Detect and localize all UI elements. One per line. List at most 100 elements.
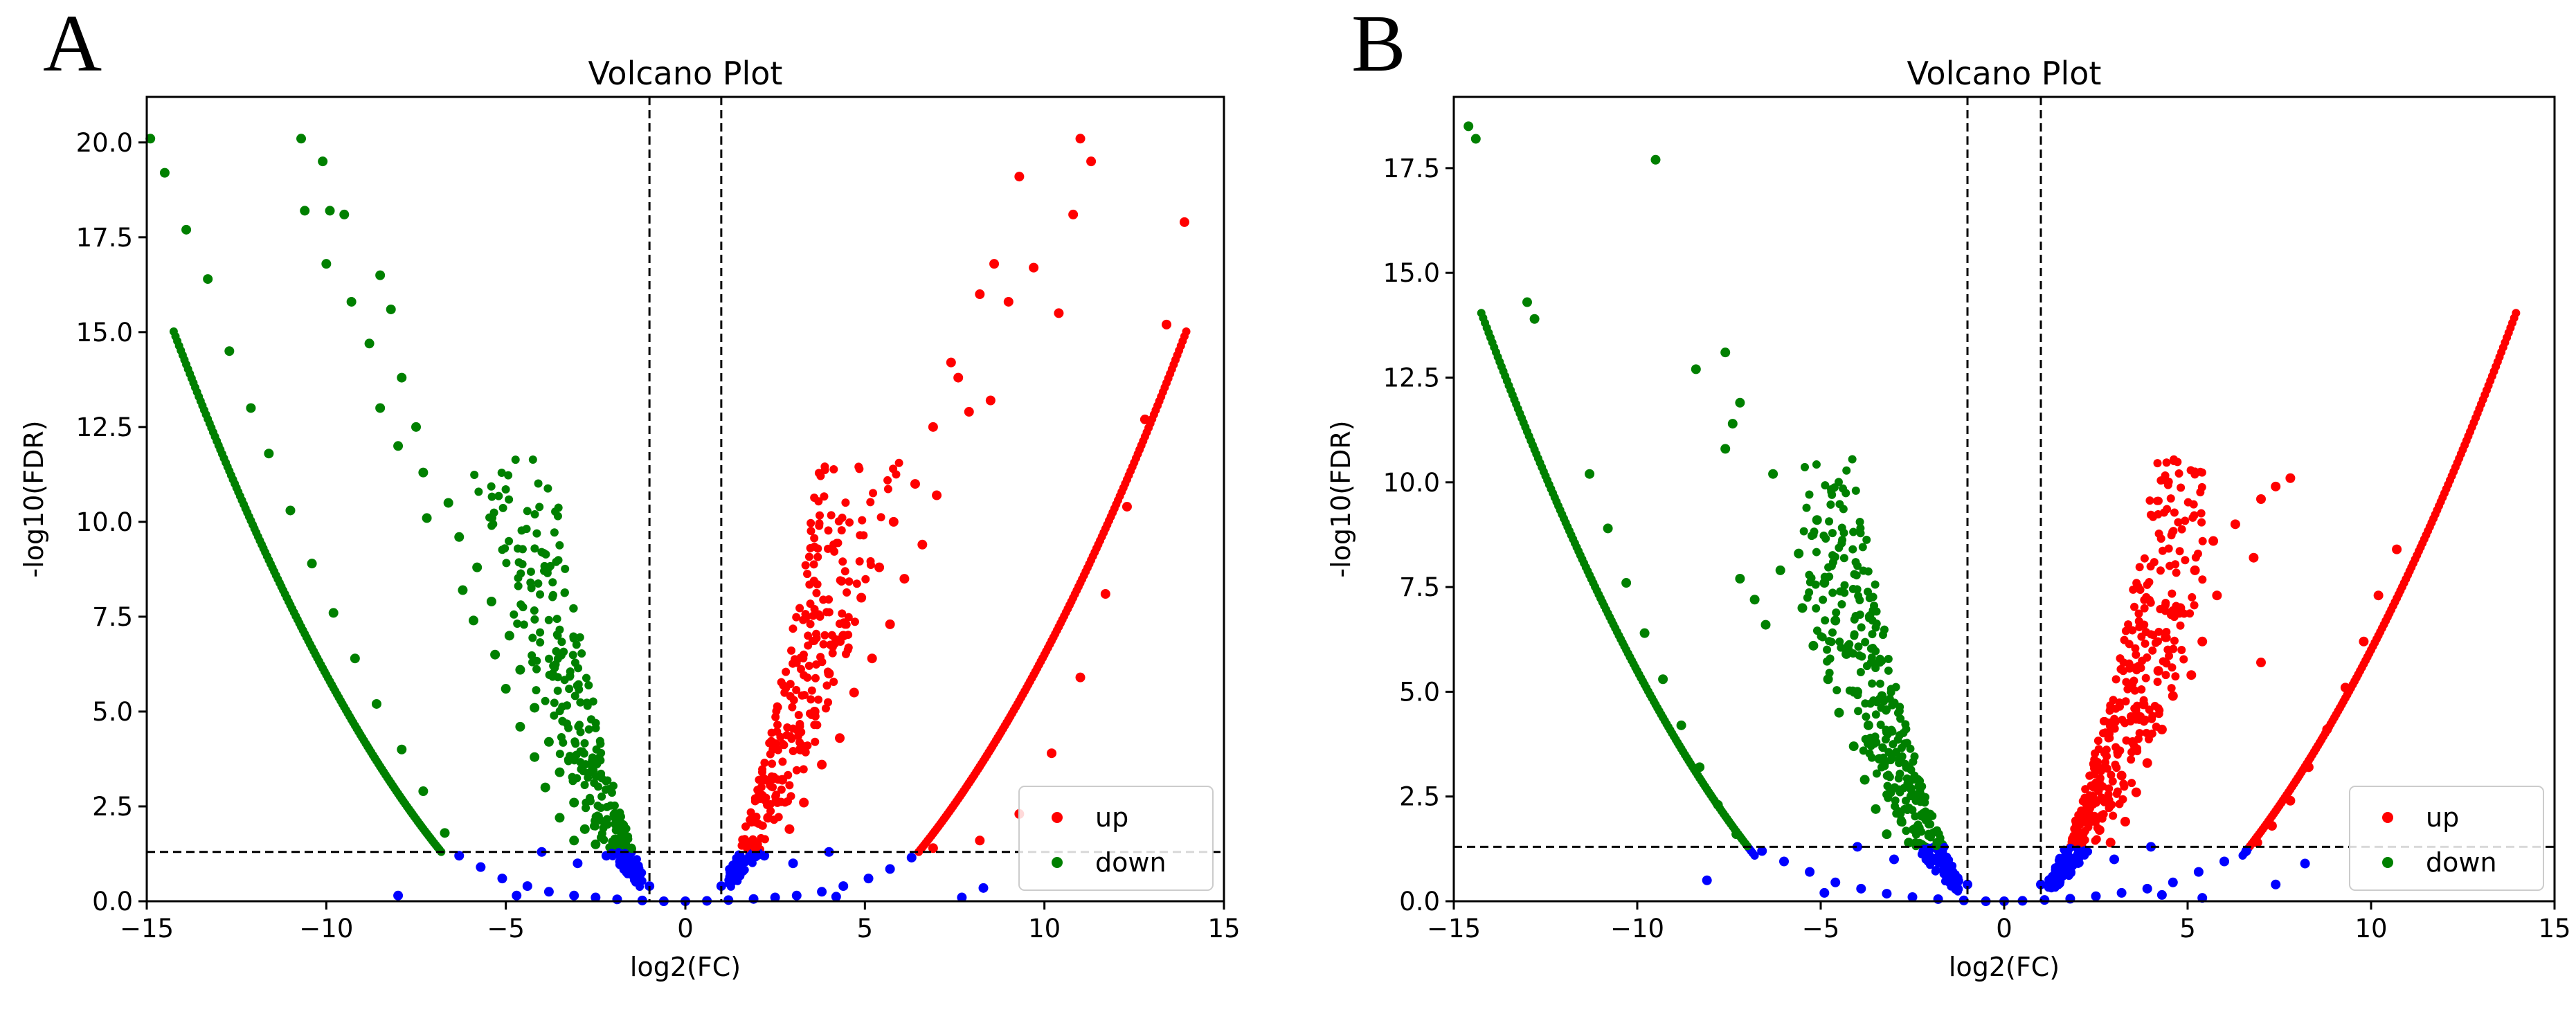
scatter-point: [786, 792, 795, 801]
scatter-point: [591, 812, 600, 821]
scatter-point: [2171, 672, 2180, 681]
scatter-point: [1812, 548, 1821, 557]
inner-cluster-points: [470, 455, 903, 892]
scatter-point: [1884, 748, 1893, 757]
scatter-point-not-significant: [831, 892, 841, 902]
scatter-point: [858, 516, 867, 525]
scatter-point: [526, 567, 535, 576]
scatter-point: [1828, 529, 1837, 538]
scatter-point: [577, 765, 586, 774]
scatter-point: [2085, 771, 2094, 780]
scatter-point: [534, 479, 543, 488]
scatter-point: [2098, 814, 2107, 823]
scatter-point-down: [555, 813, 565, 823]
scatter-point: [2123, 685, 2132, 694]
scatter-point: [1812, 460, 1821, 469]
scatter-point-up: [1075, 134, 1086, 144]
scatter-point: [838, 577, 847, 586]
x-axis-label: log2(FC): [1949, 952, 2060, 982]
scatter-point: [2154, 530, 2163, 539]
scatter-point: [829, 677, 838, 686]
scatter-point: [470, 471, 479, 480]
scatter-point-down: [1882, 829, 1892, 840]
scatter-point-up: [2256, 494, 2266, 504]
scatter-point: [755, 795, 764, 804]
scatter-point: [1827, 485, 1836, 494]
scatter-point: [792, 766, 801, 775]
scatter-point: [2159, 657, 2168, 666]
scatter-point: [1837, 643, 1846, 652]
scatter-point: [2071, 825, 2080, 834]
scatter-point: [1853, 585, 1862, 594]
scatter-point-not-significant: [1889, 854, 1899, 865]
scatter-point: [1864, 587, 1873, 596]
legend-box: [2349, 786, 2544, 891]
scatter-point: [1861, 734, 1870, 743]
scatter-point: [2107, 770, 2116, 779]
scatter-point-down: [1735, 573, 1745, 584]
scatter-point: [810, 721, 819, 730]
inner-cluster-points: [1799, 455, 2207, 896]
x-tick-label: −5: [1802, 914, 1840, 943]
scatter-point-down: [591, 839, 601, 849]
scatter-point: [1867, 653, 1876, 662]
scatter-point: [1821, 616, 1830, 625]
scatter-point: [810, 534, 819, 543]
scatter-point: [565, 685, 574, 694]
x-tick-label: 10: [1028, 914, 1061, 943]
x-tick-label: 5: [857, 914, 874, 943]
scatter-point: [530, 544, 539, 553]
scatter-point: [2161, 471, 2170, 480]
scatter-point: [1842, 466, 1851, 475]
scatter-point-up: [2340, 683, 2350, 693]
scatter-point: [504, 471, 513, 480]
scatter-point-not-significant: [791, 890, 802, 901]
scatter-point: [1927, 831, 1936, 840]
scatter-point: [609, 781, 618, 790]
scatter-point: [757, 768, 766, 777]
scatter-point: [840, 567, 849, 576]
scatter-point: [810, 605, 819, 614]
scatter-point: [2154, 637, 2163, 646]
scatter-point: [816, 612, 825, 621]
scatter-point-up: [799, 797, 809, 808]
scatter-point: [2109, 811, 2118, 820]
scatter-point-up: [2285, 795, 2296, 806]
scatter-point-up: [763, 813, 773, 823]
scatter-point-down: [145, 134, 156, 144]
scatter-point: [494, 491, 503, 500]
scatter-point: [2149, 512, 2158, 521]
scatter-point-up: [1014, 172, 1025, 182]
scatter-point: [1904, 763, 1913, 772]
scatter-point: [811, 674, 820, 683]
scatter-point: [597, 829, 606, 838]
scatter-point-not-significant: [1757, 846, 1767, 856]
scatter-point: [541, 696, 550, 705]
scatter-point: [1871, 710, 1880, 719]
scatter-point: [1896, 714, 1905, 723]
scatter-point-not-significant: [1779, 856, 1789, 867]
scatter-point: [1850, 570, 1859, 579]
scatter-point: [2100, 749, 2109, 758]
scatter-point: [2096, 774, 2105, 783]
scatter-point: [812, 633, 821, 642]
scatter-point-down: [569, 797, 579, 808]
scatter-point-up: [910, 479, 920, 489]
scatter-point: [814, 469, 823, 478]
scatter-point: [792, 613, 801, 622]
x-tick-label: 0: [1996, 914, 2012, 943]
scatter-point: [821, 704, 830, 713]
scatter-point-down: [579, 824, 590, 834]
scatter-point: [830, 547, 839, 556]
scatter-point: [523, 507, 532, 516]
scatter-point-down: [350, 653, 360, 664]
scatter-point: [825, 595, 834, 604]
scatter-point-down: [1522, 297, 1532, 307]
scatter-point: [838, 513, 847, 522]
scatter-point: [2177, 483, 2186, 492]
scatter-point: [815, 519, 824, 528]
scatter-point-not-significant: [2142, 883, 2152, 894]
scatter-point: [2125, 659, 2134, 668]
scatter-point: [580, 781, 589, 790]
scatter-point: [809, 611, 818, 620]
